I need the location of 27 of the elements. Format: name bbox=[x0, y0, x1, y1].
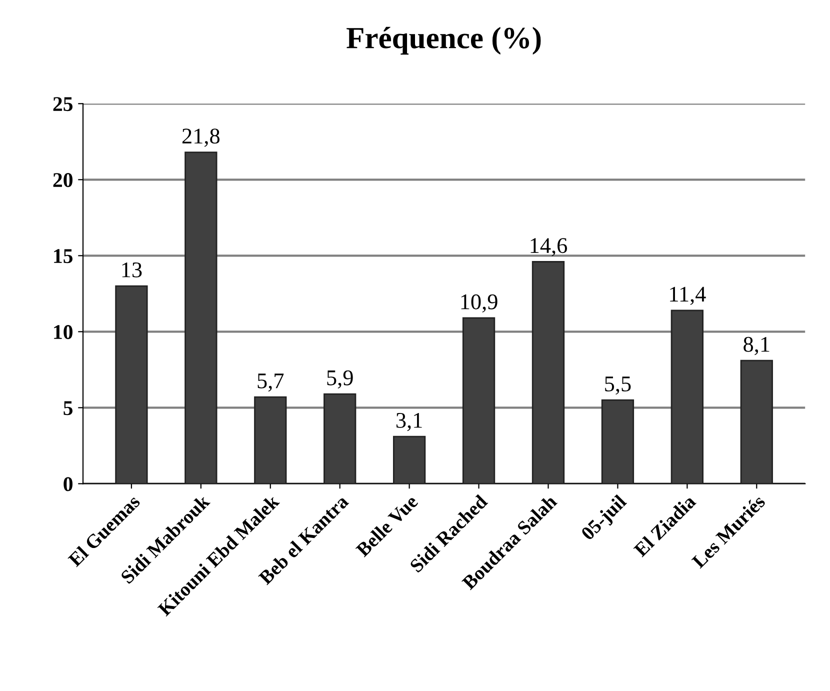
bar bbox=[462, 317, 496, 484]
data-label: 5,7 bbox=[258, 374, 284, 392]
y-tick-label: 20 bbox=[53, 173, 72, 188]
y-tick-label: 5 bbox=[64, 401, 73, 416]
data-label: 5,5 bbox=[605, 376, 631, 395]
bar bbox=[254, 396, 287, 484]
data-label: 8,1 bbox=[744, 336, 770, 356]
chart-title: Fréquence (%) bbox=[346, 26, 541, 55]
bar bbox=[532, 261, 565, 484]
data-label: 11,4 bbox=[670, 286, 706, 305]
bar bbox=[115, 285, 148, 484]
y-tick-label: 10 bbox=[54, 325, 72, 340]
bar bbox=[670, 310, 704, 484]
data-label: 21,8 bbox=[182, 128, 220, 147]
bar bbox=[184, 152, 218, 484]
bar bbox=[601, 399, 634, 484]
bar bbox=[392, 436, 426, 484]
data-label: 10,9 bbox=[461, 294, 498, 313]
data-label: 14,6 bbox=[530, 238, 568, 256]
y-tick-label: 25 bbox=[53, 97, 73, 112]
data-label: 13 bbox=[122, 262, 142, 278]
data-label: 3,1 bbox=[396, 412, 422, 432]
bar bbox=[324, 393, 356, 484]
y-tick-label: 0 bbox=[64, 477, 72, 492]
data-label: 5,9 bbox=[327, 370, 353, 389]
bar bbox=[740, 360, 773, 484]
y-tick-label: 15 bbox=[54, 249, 73, 264]
